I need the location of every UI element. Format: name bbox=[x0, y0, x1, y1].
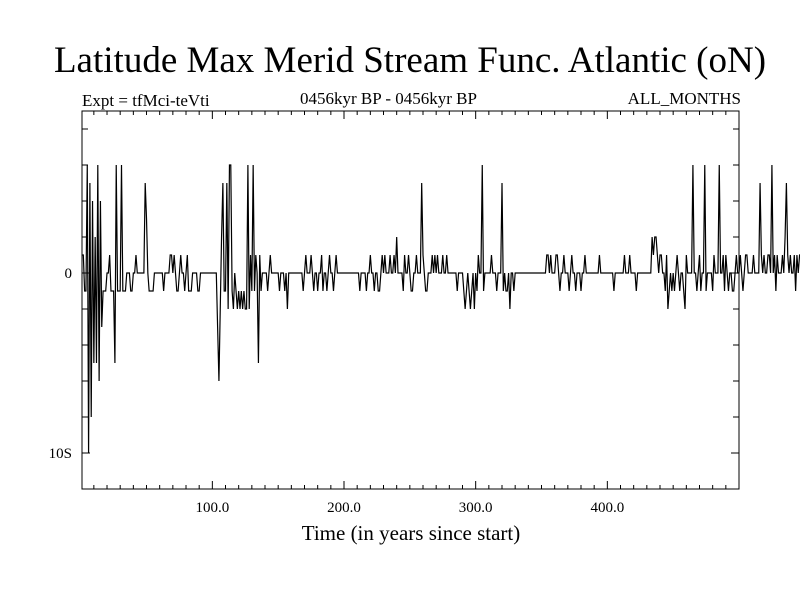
chart-title: Latitude Max Merid Stream Func. Atlantic… bbox=[53, 40, 767, 81]
series-line bbox=[82, 164, 800, 454]
y-tick-label: 10S bbox=[49, 446, 72, 462]
x-axis-label: Time (in years since start) bbox=[302, 521, 521, 545]
y-tick-label: 0 bbox=[65, 266, 73, 282]
x-tick-label: 300.0 bbox=[459, 500, 493, 516]
x-tick-label: 400.0 bbox=[590, 500, 624, 516]
x-tick-label: 100.0 bbox=[195, 500, 229, 516]
period-label: 0456kyr BP - 0456kyr BP bbox=[300, 89, 477, 108]
x-tick-label: 200.0 bbox=[327, 500, 361, 516]
plot-frame bbox=[81, 110, 740, 490]
experiment-label: Expt = tfMci-teVti bbox=[82, 91, 210, 110]
season-label: ALL_MONTHS bbox=[627, 89, 741, 108]
